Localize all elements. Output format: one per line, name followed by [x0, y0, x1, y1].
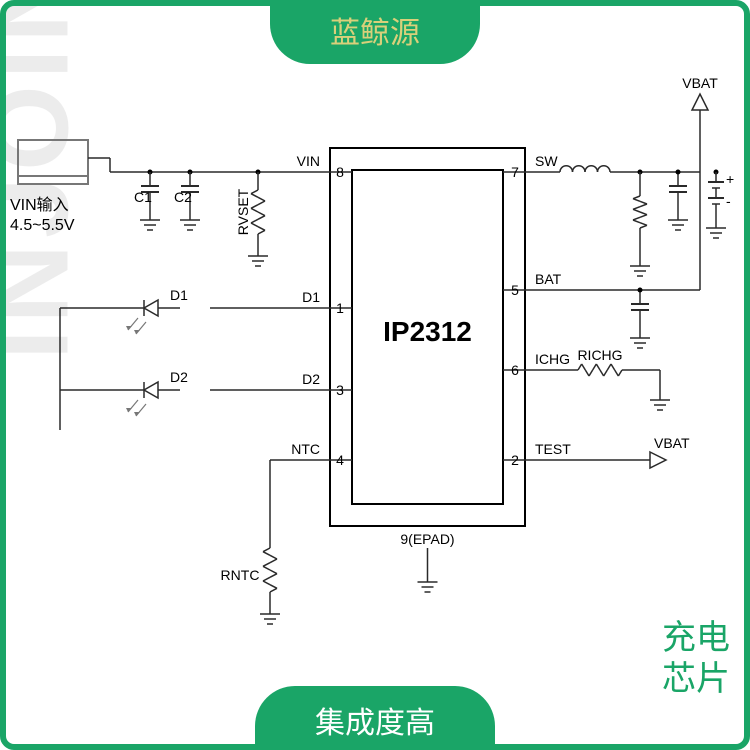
svg-text:4.5~5.5V: 4.5~5.5V: [10, 217, 75, 234]
svg-text:TEST: TEST: [535, 441, 571, 457]
capacitor-c2: C2: [174, 172, 200, 230]
svg-text:1: 1: [336, 300, 344, 316]
svg-text:5: 5: [511, 282, 519, 298]
svg-text:VBAT: VBAT: [682, 75, 718, 91]
svg-text:RNTC: RNTC: [221, 567, 260, 583]
vin-input-block: VIN输入 4.5~5.5V: [10, 140, 88, 234]
vin-net: [88, 158, 326, 175]
svg-text:C1: C1: [134, 189, 152, 205]
svg-text:2: 2: [511, 452, 519, 468]
capacitor-c1: C1: [134, 172, 160, 230]
svg-text:+: +: [726, 171, 734, 187]
banner-bottom: 集成度高: [255, 686, 495, 750]
resistor-rvset: RVSET: [235, 172, 268, 266]
svg-text:D2: D2: [302, 371, 320, 387]
svg-text:-: -: [726, 193, 731, 209]
svg-text:VIN: VIN: [297, 153, 320, 169]
vbat-top: VBAT: [682, 75, 718, 172]
svg-text:D2: D2: [170, 369, 188, 385]
bat-net: [529, 172, 700, 348]
badge-right: 充电 芯片: [662, 618, 730, 700]
svg-text:SW: SW: [535, 153, 558, 169]
svg-text:C2: C2: [174, 189, 192, 205]
svg-text:VIN输入: VIN输入: [10, 196, 69, 214]
svg-text:D1: D1: [302, 289, 320, 305]
schematic-svg: IP2312 9(EPAD) 8 VIN 1 D1 3 D2 4 NTC 7 SW 5 BAT 6 IC…: [0, 0, 750, 750]
svg-text:6: 6: [511, 362, 519, 378]
svg-text:VBAT: VBAT: [654, 435, 690, 451]
badge-line2: 芯片: [662, 659, 730, 700]
svg-text:8: 8: [336, 164, 344, 180]
badge-line1: 充电: [662, 618, 730, 659]
svg-text:RICHG: RICHG: [577, 347, 622, 363]
svg-text:7: 7: [511, 164, 519, 180]
led-d2: D2: [60, 308, 326, 430]
pins-right: 7 SW 5 BAT 6 ICHG 2 TEST: [503, 153, 571, 468]
svg-text:3: 3: [336, 382, 344, 398]
banner-top-text: 蓝鲸源: [330, 17, 420, 50]
svg-text:BAT: BAT: [535, 271, 562, 287]
svg-text:RVSET: RVSET: [235, 188, 251, 235]
pins-left: 8 VIN 1 D1 3 D2 4 NTC: [291, 153, 352, 468]
banner-bottom-text: 集成度高: [315, 707, 435, 740]
svg-text:ICHG: ICHG: [535, 351, 570, 367]
svg-text:NTC: NTC: [291, 441, 320, 457]
ground-epad: [418, 548, 438, 592]
banner-top: 蓝鲸源: [270, 0, 480, 64]
chip-label: IP2312: [383, 316, 472, 347]
epad-label: 9(EPAD): [400, 531, 454, 547]
led-d1: D1: [60, 287, 326, 334]
svg-text:4: 4: [336, 452, 344, 468]
svg-text:D1: D1: [170, 287, 188, 303]
resistor-rntc: RNTC: [221, 460, 326, 624]
sw-net: +-: [529, 166, 734, 276]
